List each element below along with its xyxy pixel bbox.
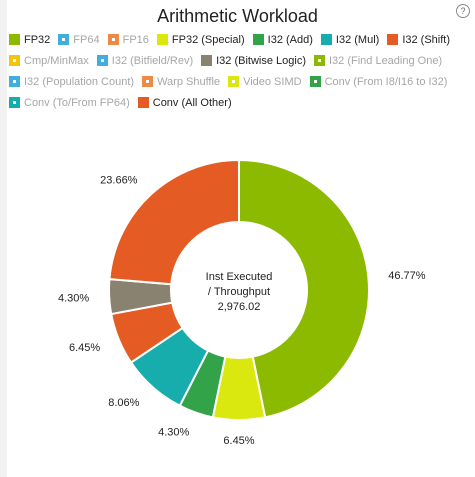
slice-label: 46.77% [388,270,426,282]
legend-swatch [107,34,119,45]
slice-label: 23.66% [100,175,138,187]
legend-swatch [9,34,20,45]
legend-label: I32 (Bitfield/Rev) [111,54,194,67]
legend-swatch [58,34,70,45]
legend-swatch [142,76,154,87]
legend-item-conv-all-other[interactable]: Conv (All Other) [137,94,232,111]
slice-label: 6.45% [223,435,254,447]
legend-item-i32-shift[interactable]: I32 (Shift) [387,31,450,48]
slice-labels: 46.77% 6.45% 4.30% 8.06% 6.45% 4.30% 23.66% [58,175,426,447]
chart-legend: FP32 FP64 FP16 FP32 (Special) I32 (Add) I32 (… [9,31,471,111]
help-icon[interactable]: ? [456,4,470,18]
legend-swatch [9,55,20,66]
legend-label: I32 (Mul) [335,33,380,46]
legend-swatch [313,55,325,66]
legend-item-warp-shuffle[interactable]: Warp Shuffle [142,73,220,90]
legend-item-conv-to-from-fp64[interactable]: Conv (To/From FP64) [9,94,130,111]
slice-label: 4.30% [158,427,189,439]
legend-swatch [96,55,108,66]
legend-item-i32-bitwise-logic[interactable]: I32 (Bitwise Logic) [201,52,306,69]
legend-label: FP64 [73,33,100,46]
legend-label: I32 (Population Count) [24,75,135,88]
legend-item-i32-population-count[interactable]: I32 (Population Count) [9,73,134,90]
legend-item-i32-add[interactable]: I32 (Add) [252,31,313,48]
center-label-line-1: Inst Executed [206,271,273,283]
legend-label: FP16 [122,33,149,46]
legend-item-video-simd[interactable]: Video SIMD [228,73,302,90]
legend-label: FP32 [24,33,51,46]
legend-label: Video SIMD [243,75,302,88]
legend-item-cmp-minmax[interactable]: Cmp/MinMax [9,52,89,69]
center-label-line-2: / Throughput [208,286,270,298]
legend-item-i32-mul[interactable]: I32 (Mul) [320,31,380,48]
legend-label: Conv (To/From FP64) [24,96,130,109]
legend-swatch [320,34,332,45]
legend-item-conv-from-i8-i16-to-i32[interactable]: Conv (From I8/I16 to I32) [309,73,448,90]
slice-label: 8.06% [108,397,139,409]
legend-item-i32-bitfield-rev[interactable]: I32 (Bitfield/Rev) [96,52,194,69]
legend-swatch [309,76,321,87]
legend-label: Conv (All Other) [152,96,232,109]
legend-swatch [252,34,264,45]
legend-label: Warp Shuffle [157,75,221,88]
donut-slices [108,158,370,421]
donut-slice-conv-all-other[interactable] [108,158,240,286]
legend-swatch [9,76,20,87]
legend-label: Cmp/MinMax [24,54,89,67]
panel-left-strip [0,0,7,477]
legend-label: I32 (Shift) [402,33,450,46]
legend-label: I32 (Bitwise Logic) [216,54,306,67]
legend-item-i32-find-leading-one[interactable]: I32 (Find Leading One) [313,52,443,69]
legend-label: Conv (From I8/I16 to I32) [324,75,448,88]
legend-label: I32 (Add) [267,33,313,46]
chart-title: Arithmetic Workload [157,6,318,26]
legend-label: I32 (Find Leading One) [328,54,443,67]
legend-swatch [228,76,240,87]
legend-label: FP32 (Special) [171,33,245,46]
legend-item-fp64[interactable]: FP64 [58,31,100,48]
slice-label: 4.30% [58,293,89,305]
legend-swatch [387,34,399,45]
donut-slice-fp32[interactable] [238,158,370,419]
center-label-value: 2,976.02 [218,301,261,313]
legend-item-fp32[interactable]: FP32 [9,31,50,48]
legend-swatch [9,97,20,108]
legend-swatch [201,55,213,66]
slice-label: 6.45% [69,342,100,354]
legend-swatch [156,34,168,45]
legend-swatch [137,97,149,108]
legend-item-fp16[interactable]: FP16 [107,31,149,48]
legend-item-fp32-special[interactable]: FP32 (Special) [156,31,245,48]
